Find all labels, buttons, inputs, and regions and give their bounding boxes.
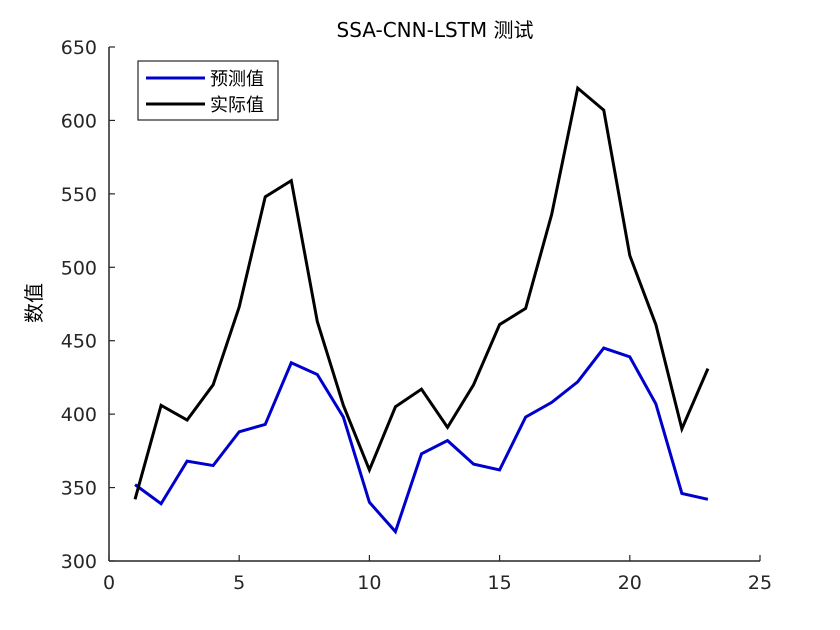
x-tick-label: 20 <box>618 572 642 594</box>
y-tick-label: 500 <box>61 257 97 279</box>
x-tick-label: 10 <box>357 572 381 594</box>
y-tick-label: 350 <box>61 478 97 500</box>
y-axis-label: 数值 <box>22 283 46 323</box>
series-layer <box>133 85 710 535</box>
y-tick-label: 300 <box>61 551 97 573</box>
legend-label: 预测值 <box>210 69 264 90</box>
y-tick-label: 550 <box>61 184 97 206</box>
legend-box <box>137 60 279 121</box>
x-tick-label: 25 <box>748 572 772 594</box>
legend-label: 实际值 <box>210 95 264 116</box>
y-tick-label: 600 <box>61 110 97 132</box>
chart-title: SSA-CNN-LSTM 测试 <box>337 18 534 42</box>
series-line-1 <box>134 346 709 535</box>
x-tick-label: 15 <box>488 572 512 594</box>
axes: 0 5 10 15 20 25 300 350 400 450 500 550 600 650 <box>61 37 772 594</box>
x-tick-label: 5 <box>233 572 245 594</box>
series-line-2 <box>133 85 710 500</box>
y-tick-label: 450 <box>61 331 97 353</box>
y-tick-label: 650 <box>61 37 97 59</box>
x-tick-label: 0 <box>103 572 115 594</box>
y-tick-label: 400 <box>61 404 97 426</box>
